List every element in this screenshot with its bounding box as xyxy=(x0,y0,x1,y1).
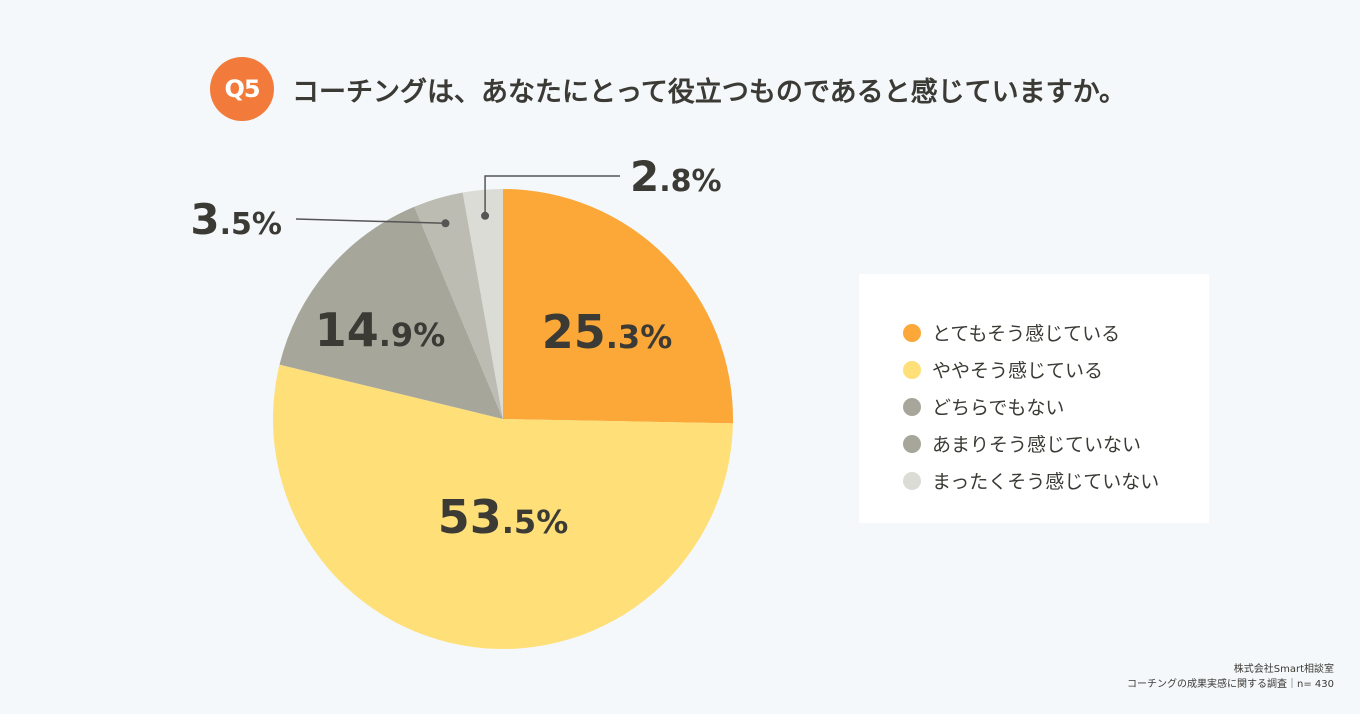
legend-label: まったくそう感じていない xyxy=(932,471,1160,493)
chart-title: コーチングは、あなたにとって役立つものであると感じていますか。 xyxy=(292,76,1127,108)
leader-line xyxy=(295,218,446,225)
legend-item: ややそう感じている xyxy=(903,351,1209,388)
legend-swatch xyxy=(903,434,921,453)
pie-slice xyxy=(462,189,503,419)
slice-value-label: 14.9% xyxy=(315,303,446,357)
slice-value-label: 25.3% xyxy=(542,305,673,359)
legend: とてもそう感じている ややそう感じている どちらでもない あまりそう感じていない… xyxy=(859,274,1209,523)
legend-swatch xyxy=(903,471,921,490)
legend-item: とてもそう感じている xyxy=(903,314,1209,351)
legend-label: どちらでもない xyxy=(932,397,1065,419)
source-company: 株式会社Smart相談室 xyxy=(1233,664,1334,675)
slice-value-label: 3.5% xyxy=(190,195,282,244)
pie-slice xyxy=(414,192,503,419)
legend-label: あまりそう感じていない xyxy=(932,434,1142,456)
leader-dot xyxy=(441,219,450,228)
question-badge: Q5 xyxy=(210,57,274,121)
legend-swatch xyxy=(903,397,921,416)
legend-label: ややそう感じている xyxy=(932,360,1104,382)
slice-value-label: 2.8% xyxy=(630,152,722,201)
legend-swatch xyxy=(903,323,921,342)
source-note: 株式会社Smart相談室 コーチングの成果実感に関する調査｜n= 430 xyxy=(1127,662,1334,692)
slice-value-label: 53.5% xyxy=(438,490,569,544)
leader-dot xyxy=(481,211,490,220)
legend-item: どちらでもない xyxy=(903,388,1209,425)
source-survey: コーチングの成果実感に関する調査｜n= 430 xyxy=(1127,679,1334,690)
legend-label: とてもそう感じている xyxy=(932,323,1121,345)
pie-slice xyxy=(279,206,503,419)
legend-item: まったくそう感じていない xyxy=(903,462,1209,499)
pie-slice xyxy=(503,189,734,424)
legend-swatch xyxy=(903,360,921,379)
chart-header: Q5 コーチングは、あなたにとって役立つものであると感じていますか。 xyxy=(210,56,1126,122)
leader-line xyxy=(484,175,620,216)
pie-slice xyxy=(272,364,733,649)
legend-item: あまりそう感じていない xyxy=(903,425,1209,462)
